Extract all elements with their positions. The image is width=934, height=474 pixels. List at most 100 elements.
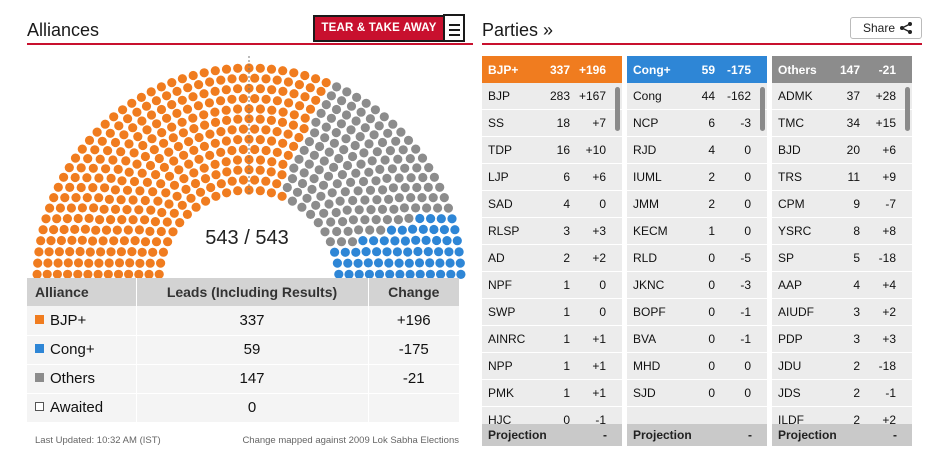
projection-label: Projection <box>633 428 692 442</box>
seat-dot <box>156 104 167 115</box>
party-name: LJP <box>488 170 509 184</box>
seat-dot <box>181 184 191 194</box>
share-label: Share <box>863 21 896 35</box>
party-seats: 8 <box>853 224 860 238</box>
seat-dot <box>174 165 184 175</box>
seat-dot <box>125 258 135 268</box>
seat-dot <box>135 258 145 268</box>
seat-dot <box>376 225 386 235</box>
scrollbar-thumb[interactable] <box>760 87 765 131</box>
seat-dot <box>233 114 243 124</box>
party-seats: 4 <box>563 197 570 211</box>
seat-dot <box>156 179 166 189</box>
seat-dot <box>140 151 150 162</box>
seat-dot <box>406 193 416 203</box>
seat-dot <box>114 121 124 131</box>
seat-dot <box>144 269 154 279</box>
seat-dot <box>88 183 98 193</box>
party-seats: 11 <box>847 170 860 184</box>
tear-and-take-away-button[interactable]: TEAR & TAKE AWAY <box>313 12 469 44</box>
party-column[interactable]: BJP+ 337 +196 BJP 283 +167 SS 18 +7 TDP 16 +10 LJP 6 +… <box>482 56 622 446</box>
party-column[interactable]: Cong+ 59 -175 Cong 44 -162 NCP 6 -3 RJD 4 0 IUML 2 0 JM… <box>627 56 767 446</box>
seat-dot <box>351 116 361 126</box>
party-seats: 283 <box>549 89 570 103</box>
party-seats: 6 <box>563 170 570 184</box>
seat-dot <box>162 217 172 227</box>
seat-dot <box>134 269 144 279</box>
seat-dot <box>141 101 152 111</box>
seat-dot <box>413 246 423 257</box>
seat-dot <box>397 225 407 235</box>
seat-dot <box>153 196 163 206</box>
party-seats: 3 <box>853 305 860 319</box>
party-name: PMK <box>488 386 515 400</box>
seat-dot <box>371 176 381 186</box>
scrollbar-thumb[interactable] <box>905 87 910 131</box>
seat-dot <box>250 94 260 104</box>
seat-dot <box>101 164 111 174</box>
share-button[interactable]: Share <box>850 17 922 39</box>
seat-dot <box>261 176 271 186</box>
seat-dot <box>97 136 107 146</box>
seat-dot <box>172 191 182 201</box>
seat-dot <box>145 160 156 171</box>
seat-dot <box>424 163 434 173</box>
seat-dot <box>210 86 220 96</box>
table-row: SJD 0 0 <box>627 380 767 407</box>
seat-dot <box>331 207 341 218</box>
seat-dot <box>425 269 435 279</box>
seat-dot <box>404 213 414 223</box>
seat-dot <box>82 173 92 183</box>
seat-dot <box>49 193 59 203</box>
seat-dot <box>80 224 90 234</box>
alliance-name: Others <box>778 62 817 77</box>
seat-dot <box>387 164 397 174</box>
party-change: -3 <box>740 278 751 292</box>
alliance-seats: 147 <box>839 62 860 77</box>
seat-dot <box>106 215 116 225</box>
seat-dot <box>132 107 142 117</box>
seat-dot <box>422 203 432 213</box>
party-column[interactable]: Others 147 -21 ADMK 37 +28 TMC 34 +15 BJD 20 +6 TRS 1… <box>772 56 912 446</box>
alliance-change: -21 <box>878 62 896 77</box>
table-row: BJP+ 337 +196 <box>27 306 459 336</box>
seat-dot <box>304 159 314 169</box>
seat-dot <box>96 247 106 257</box>
seat-dot <box>145 258 155 268</box>
alliance-leads: 0 <box>136 393 369 423</box>
seat-dot <box>91 225 101 235</box>
scrollbar-thumb[interactable] <box>615 87 620 131</box>
seat-dot <box>233 84 243 94</box>
seat-dot <box>384 258 394 268</box>
seat-dot <box>306 209 316 219</box>
seat-dot <box>299 124 309 134</box>
seat-dot <box>128 123 138 133</box>
header-change: Change <box>368 278 459 306</box>
party-name: CPM <box>778 197 805 211</box>
party-name: ADMK <box>778 89 813 103</box>
seat-dot <box>45 203 55 213</box>
seat-dot <box>188 70 198 81</box>
seat-dot <box>199 110 209 120</box>
seat-dot <box>89 203 99 213</box>
seat-dot <box>162 113 172 123</box>
parties-title-link[interactable]: Parties » <box>482 20 554 40</box>
seat-dot <box>84 135 95 145</box>
seat-dot <box>408 224 418 234</box>
party-change: 0 <box>744 170 751 184</box>
party-seats: 0 <box>563 413 570 427</box>
seat-dot <box>338 217 348 227</box>
seat-dot <box>255 114 265 124</box>
seat-dot <box>342 205 352 215</box>
seat-dot <box>167 100 177 110</box>
party-seats: 1 <box>708 224 715 238</box>
seat-dot <box>250 144 260 155</box>
seat-dot <box>110 185 120 195</box>
seat-dot <box>330 247 340 257</box>
seat-dot <box>168 133 178 143</box>
seat-dot <box>70 172 80 183</box>
seat-dot <box>210 159 220 169</box>
party-name: SWP <box>488 305 516 319</box>
projection-value: - <box>603 428 607 442</box>
table-row: YSRC 8 +8 <box>772 218 912 245</box>
